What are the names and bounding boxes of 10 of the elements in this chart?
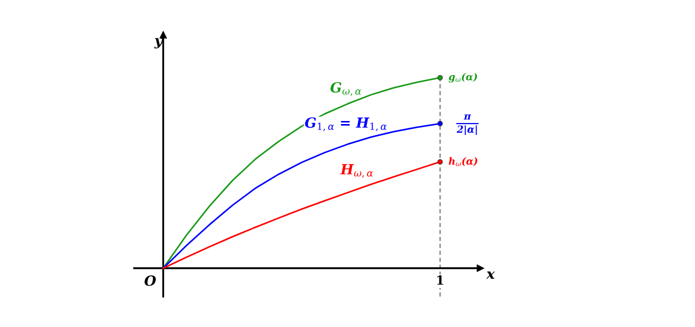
- text: 1: [437, 275, 444, 285]
- annotation: G$_{1,α}$ = H$_{1,α}$: [305, 117, 387, 132]
- annotation: G$_{ω,α}$: [330, 82, 362, 96]
- text: O: [144, 275, 156, 286]
- annotation: H$_{ω,α}$: [340, 164, 373, 178]
- x-axis-title: x: [486, 272, 495, 279]
- annotation: g$_{ω}$(α): [448, 72, 477, 82]
- annotation: h$_{ω}$(α): [448, 157, 478, 166]
- text: π 2|α|: [456, 114, 477, 136]
- y-axis-title: y: [154, 38, 164, 48]
